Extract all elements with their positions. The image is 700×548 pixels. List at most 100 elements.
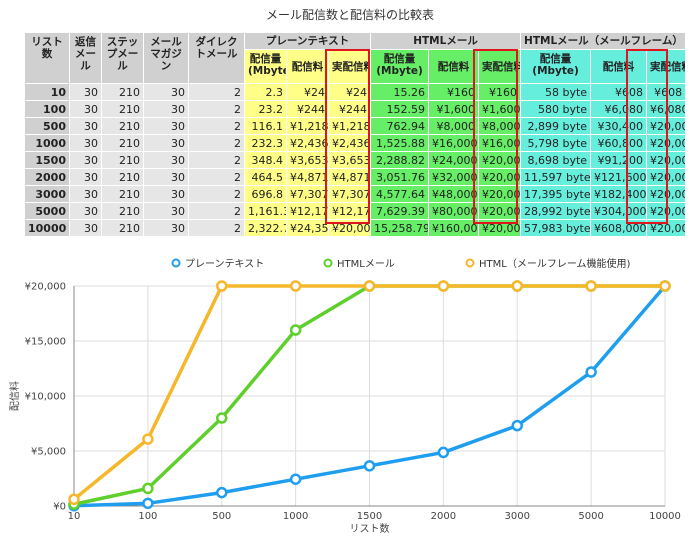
cell-frame-volume: 57,983 byte [520,219,592,237]
cell-html-actual: ¥20,000 [478,151,522,169]
cell-frame-volume: 8,698 byte [520,151,592,169]
table-row: 2000 30 210 30 2 464.5 ¥4,871 ¥4,871 3,051.76 ¥32… [24,168,687,186]
cell-direct: 2 [188,100,245,118]
cell-frame-volume: 58 byte [520,83,592,101]
data-point [216,412,228,424]
header-group-frame: HTMLメール（メールフレーム） [520,32,687,50]
cell-frame-actual: ¥20,000 [646,185,687,203]
cell-html-volume: 15,258.79 [370,219,430,237]
cell-frame-actual: ¥20,000 [646,117,687,135]
data-point [142,433,154,445]
cell-html-actual: ¥20,000 [478,202,522,220]
header-text-actual: 実配信料 [327,49,372,84]
cell-direct: 2 [188,117,245,135]
cell-text-volume: 116.1 [244,117,287,135]
header-group-html: HTMLメール [370,32,522,50]
x-tick-label: 5000 [578,511,603,522]
cell-text-actual: ¥24 [327,83,372,101]
data-point [585,366,597,378]
cell-text-volume: 464.5 [244,168,287,186]
cell-magazine: 30 [143,168,189,186]
cell-html-fee: ¥16,000 [428,134,480,152]
cell-text-volume: 696.8 [244,185,287,203]
cell-magazine: 30 [143,100,189,118]
cell-html-volume: 15.26 [370,83,430,101]
data-point [659,280,671,292]
cell-text-fee: ¥244 [286,100,329,118]
cell-html-fee: ¥24,000 [428,151,480,169]
x-tick-label: 10000 [649,511,681,522]
cell-text-actual: ¥7,307 [327,185,372,203]
data-point [511,419,523,432]
table-row: 1500 30 210 30 2 348.4 ¥3,653 ¥3,653 2,288.82 ¥24… [24,151,687,169]
x-tick-label: 2000 [431,511,456,522]
cell-step: 210 [101,151,144,169]
cell-frame-actual: ¥20,000 [646,168,687,186]
cell-text-actual: ¥20,000 [327,219,372,237]
data-point [289,324,302,336]
table-row: 500 30 210 30 2 116.1 ¥1,218 ¥1,218 762.94 ¥8,000… [24,117,687,135]
cell-frame-volume: 2,899 byte [520,117,592,135]
header-html-volume: 配信量(Mbyte) [370,49,430,84]
cell-frame-actual: ¥608 [646,83,687,101]
header-frame-fee: 配信料 [590,49,648,84]
cell-reply: 30 [69,185,102,203]
cell-frame-actual: ¥20,000 [646,151,687,169]
header-frame-volume: 配信量(Mbyte) [520,49,592,84]
legend-marker [465,258,475,268]
x-tick-label: 100 [138,511,157,522]
cell-magazine: 30 [143,83,189,101]
cell-list: 1000 [24,134,70,152]
cell-html-fee: ¥32,000 [428,168,480,186]
cell-text-volume: 2,322.7 [244,219,287,237]
header-list: リスト数 [24,32,70,84]
cell-magazine: 30 [143,202,189,220]
cell-reply: 30 [69,168,102,186]
data-point [216,280,228,292]
cell-step: 210 [101,202,144,220]
data-point [437,280,450,292]
cell-text-fee: ¥2,436 [286,134,329,152]
table-row: 10 30 210 30 2 2.3 ¥24 ¥24 15.26 ¥160 ¥160 58 byte ¥… [24,83,687,101]
cell-step: 210 [101,134,144,152]
cell-direct: 2 [188,219,245,237]
cell-direct: 2 [188,83,245,101]
cell-frame-fee: ¥6,080 [590,100,648,118]
cell-magazine: 30 [143,134,189,152]
header-html-fee: 配信料 [428,49,480,84]
cell-html-fee: ¥160,000 [428,219,480,237]
cell-frame-fee: ¥30,400 [590,117,648,135]
header-text-volume: 配信量(Mbyte) [244,49,287,84]
cell-reply: 30 [69,100,102,118]
cell-html-volume: 762.94 [370,117,430,135]
cell-direct: 2 [188,134,245,152]
x-tick-label: 1000 [283,511,308,522]
cell-html-actual: ¥160 [478,83,522,101]
cell-text-actual: ¥12,178 [327,202,372,220]
cell-text-fee: ¥4,871 [286,168,329,186]
cell-frame-fee: ¥60,800 [590,134,648,152]
cell-text-fee: ¥12,178 [286,202,329,220]
table-row: 5000302103021,161.3¥12,178¥12,1787,629.3… [24,202,687,220]
cell-frame-fee: ¥608 [590,83,648,101]
cell-html-actual: ¥20,000 [478,219,522,237]
cell-text-actual: ¥2,436 [327,134,372,152]
cell-frame-volume: 5,798 byte [520,134,592,152]
cell-text-volume: 2.3 [244,83,287,101]
data-point [363,280,376,292]
cell-frame-actual: ¥20,000 [646,202,687,220]
cell-frame-actual: ¥6,080 [646,100,687,118]
cell-frame-fee: ¥608,000 [590,219,648,237]
y-tick-label: ¥20,000 [25,282,66,293]
cell-step: 210 [101,219,144,237]
cell-list: 100 [24,100,70,118]
y-tick-label: ¥15,000 [25,337,66,348]
header-magazine: メールマガジン [143,32,189,84]
cell-text-actual: ¥4,871 [327,168,372,186]
cell-html-volume: 1,525.88 [370,134,430,152]
data-point [68,493,80,506]
cell-reply: 30 [69,83,102,101]
cell-html-volume: 4,577.64 [370,185,430,203]
table-title: メール配信数と配信料の比較表 [265,8,434,22]
legend-label: HTMLメール [337,259,395,270]
